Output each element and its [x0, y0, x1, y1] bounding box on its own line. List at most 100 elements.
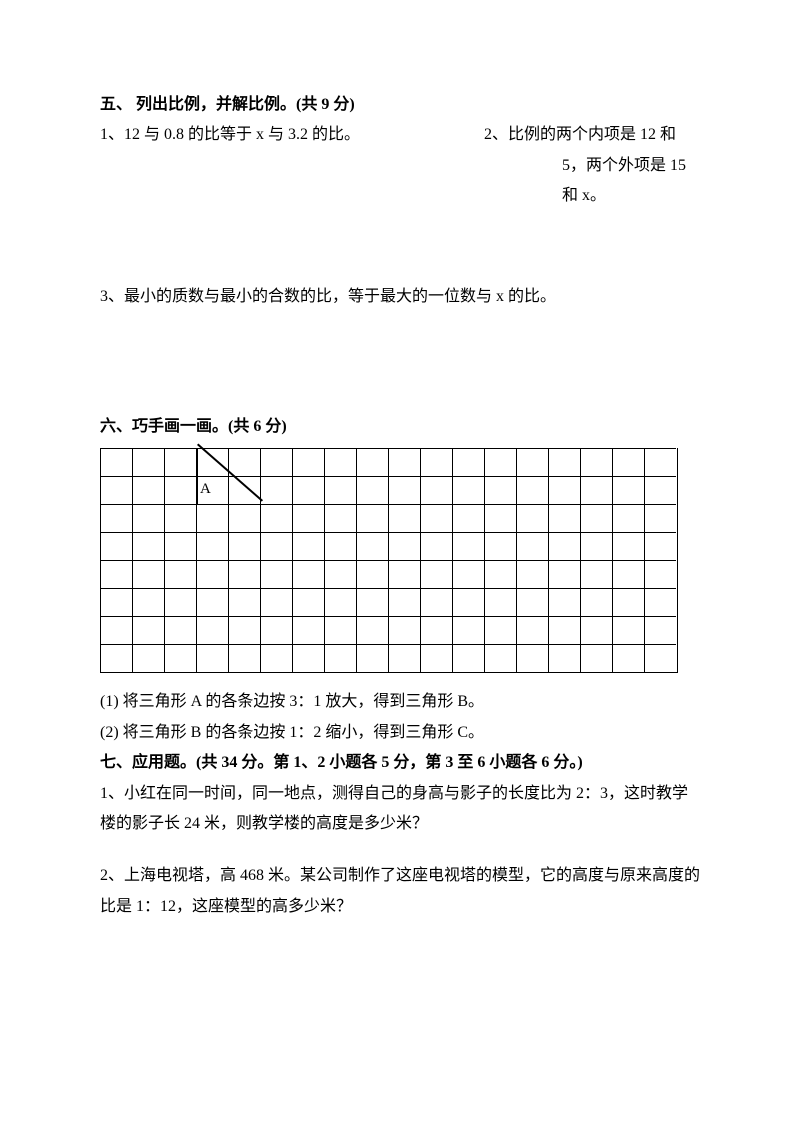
section-5-q1: 1、12 与 0.8 的比等于 x 与 3.2 的比。	[100, 120, 424, 150]
grid-cell	[452, 448, 484, 476]
drawing-grid: A	[100, 448, 678, 673]
grid-cell	[548, 504, 580, 532]
grid-row	[100, 448, 677, 476]
section-6-q1: (1) 将三角形 A 的各条边按 3：1 放大，得到三角形 B。	[100, 687, 700, 717]
grid-cell	[228, 644, 260, 672]
grid-cell	[292, 560, 324, 588]
grid-cell	[164, 588, 196, 616]
grid-cell	[356, 616, 388, 644]
grid-cell	[644, 616, 676, 644]
grid-cell	[580, 644, 612, 672]
grid-cell	[388, 560, 420, 588]
grid-cell	[484, 560, 516, 588]
grid-row	[100, 588, 677, 616]
grid-cell	[420, 532, 452, 560]
grid-cell	[484, 616, 516, 644]
grid-cell	[260, 476, 292, 504]
grid-cell	[260, 448, 292, 476]
grid-cell	[164, 504, 196, 532]
grid-cell	[260, 644, 292, 672]
grid-cell	[516, 504, 548, 532]
grid-cell	[548, 588, 580, 616]
grid-cell	[516, 616, 548, 644]
grid-cell	[196, 504, 228, 532]
grid-cell	[356, 532, 388, 560]
grid-cell	[516, 532, 548, 560]
grid-cell	[452, 476, 484, 504]
grid-cell	[228, 532, 260, 560]
grid-cell	[100, 588, 132, 616]
grid-cell	[324, 644, 356, 672]
grid-cell	[100, 532, 132, 560]
grid-cell	[452, 616, 484, 644]
grid-row	[100, 532, 677, 560]
section-5-title: 五、 列出比例，并解比例。(共 9 分)	[100, 90, 700, 120]
grid-cell	[388, 448, 420, 476]
drawing-grid-holder: A	[100, 448, 700, 673]
grid-cell	[420, 616, 452, 644]
grid-cell	[484, 644, 516, 672]
triangle-vertical-edge	[197, 449, 198, 505]
grid-cell	[196, 560, 228, 588]
grid-cell	[356, 644, 388, 672]
grid-cell	[324, 448, 356, 476]
grid-cell	[292, 644, 324, 672]
grid-row	[100, 560, 677, 588]
spacer	[100, 839, 700, 861]
grid-cell	[420, 448, 452, 476]
section-5-q2-line1: 2、比例的两个内项是 12 和	[484, 120, 700, 150]
grid-cell	[292, 588, 324, 616]
triangle-label: A	[200, 475, 211, 504]
grid-cell	[420, 560, 452, 588]
section-5-q2-line3: 和 x。	[484, 181, 700, 211]
grid-cell	[452, 588, 484, 616]
grid-cell	[164, 560, 196, 588]
section-7-q1: 1、小红在同一时间，同一地点，测得自己的身高与影子的长度比为 2：3，这时教学楼…	[100, 779, 700, 840]
grid-cell	[580, 448, 612, 476]
grid-cell	[100, 560, 132, 588]
grid-cell	[324, 476, 356, 504]
grid-cell	[356, 448, 388, 476]
grid-cell	[484, 448, 516, 476]
grid-cell	[420, 504, 452, 532]
grid-cell	[196, 644, 228, 672]
grid-cell	[580, 476, 612, 504]
grid-cell	[196, 448, 228, 476]
grid-cell	[484, 532, 516, 560]
section-5-q2-line2: 5，两个外项是 15	[484, 151, 700, 181]
grid-cell	[228, 504, 260, 532]
grid-cell	[452, 504, 484, 532]
grid-cell	[164, 644, 196, 672]
section-5-q3: 3、最小的质数与最小的合数的比，等于最大的一位数与 x 的比。	[100, 282, 700, 312]
grid-cell	[612, 588, 644, 616]
grid-cell	[260, 560, 292, 588]
grid-cell	[388, 616, 420, 644]
section-5-row: 1、12 与 0.8 的比等于 x 与 3.2 的比。 2、比例的两个内项是 1…	[100, 120, 700, 211]
grid-row	[100, 644, 677, 672]
grid-cell	[612, 504, 644, 532]
grid-cell	[612, 560, 644, 588]
grid-cell	[516, 588, 548, 616]
grid-cell	[292, 616, 324, 644]
grid-cell	[356, 560, 388, 588]
grid-cell	[484, 476, 516, 504]
grid-row	[100, 504, 677, 532]
grid-row: A	[100, 476, 677, 504]
grid-row	[100, 616, 677, 644]
grid-cell	[324, 504, 356, 532]
grid-cell	[228, 448, 260, 476]
grid-cell	[420, 588, 452, 616]
grid-cell	[132, 616, 164, 644]
grid-cell	[452, 644, 484, 672]
grid-cell	[548, 476, 580, 504]
triangle-horizontal-edge	[197, 504, 261, 505]
grid-cell	[132, 476, 164, 504]
grid-cell	[548, 560, 580, 588]
section-7-title: 七、应用题。(共 34 分。第 1、2 小题各 5 分，第 3 至 6 小题各 …	[100, 748, 700, 778]
grid-cell	[132, 560, 164, 588]
grid-cell	[548, 616, 580, 644]
grid-cell	[164, 532, 196, 560]
grid-cell	[516, 644, 548, 672]
grid-cell	[324, 588, 356, 616]
exam-page: 五、 列出比例，并解比例。(共 9 分) 1、12 与 0.8 的比等于 x 与…	[0, 0, 800, 1131]
